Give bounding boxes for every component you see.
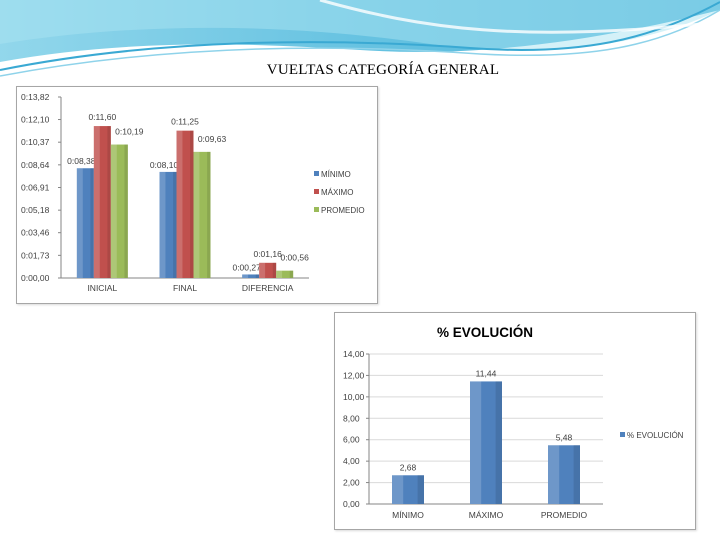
data-label: 5,48 <box>556 432 573 442</box>
y-tick-label: 8,00 <box>343 413 360 423</box>
bar-promedio <box>110 144 128 278</box>
chart-vueltas-svg: 0:00,00 0:01,73 0:03,46 0:05,18 0:06,91 0:08,… <box>21 92 365 293</box>
bar-máximo <box>176 130 194 278</box>
bar-promedio <box>193 151 211 278</box>
data-label: 0:09,63 <box>198 134 227 144</box>
bar-evolucion <box>548 445 580 504</box>
data-label: 0:08,38 <box>67 156 96 166</box>
legend-label: PROMEDIO <box>321 206 365 215</box>
x-tick-label: DIFERENCIA <box>242 283 294 293</box>
y-tick-label: 14,00 <box>343 349 365 359</box>
data-label: 0:08,10 <box>150 160 179 170</box>
data-label: 0:01,16 <box>253 249 282 259</box>
y-tick-label: 12,00 <box>343 370 365 380</box>
legend-swatch <box>620 432 625 437</box>
y-tick-label: 0:12,10 <box>21 115 50 125</box>
y-tick-label: 6,00 <box>343 435 360 445</box>
bar-máximo <box>259 262 277 278</box>
bar-mínimo <box>242 274 260 278</box>
chart-title: % EVOLUCIÓN <box>437 325 533 340</box>
x-tick-label: PROMEDIO <box>541 510 588 520</box>
x-tick-label: MÁXIMO <box>469 510 504 520</box>
y-tick-label: 0:01,73 <box>21 250 50 260</box>
data-label: 0:10,19 <box>115 127 144 137</box>
bar-evolucion <box>392 475 424 504</box>
y-tick-label: 10,00 <box>343 392 365 402</box>
y-tick-label: 0:10,37 <box>21 137 50 147</box>
data-label: 11,44 <box>476 368 497 378</box>
chart-vueltas: 0:00,00 0:01,73 0:03,46 0:05,18 0:06,91 0:08,… <box>16 86 378 304</box>
data-label: 2,68 <box>400 462 417 472</box>
y-tick-label: 0:08,64 <box>21 160 50 170</box>
y-tick-label: 0:06,91 <box>21 183 50 193</box>
x-tick-label: FINAL <box>173 283 197 293</box>
data-label: 0:11,60 <box>88 112 116 122</box>
legend-swatch <box>314 189 319 194</box>
y-tick-label: 0,00 <box>343 499 360 509</box>
y-tick-label: 0:05,18 <box>21 205 50 215</box>
legend-swatch <box>314 207 319 212</box>
data-label: 0:11,25 <box>171 117 199 127</box>
slide-title: VUELTAS CATEGORÍA GENERAL <box>266 62 500 78</box>
x-tick-label: MÍNIMO <box>392 510 424 520</box>
legend-label: MÁXIMO <box>321 188 353 197</box>
y-tick-label: 0:00,00 <box>21 273 50 283</box>
y-tick-label: 0:03,46 <box>21 228 50 238</box>
legend-swatch <box>314 171 319 176</box>
data-label: 0:00,27 <box>232 262 261 272</box>
bar-máximo <box>93 126 111 278</box>
bar-mínimo <box>159 171 177 278</box>
bar-mínimo <box>76 168 94 278</box>
header-wave-decoration <box>0 0 720 77</box>
y-tick-label: 2,00 <box>343 478 360 488</box>
chart-evolucion-svg: % EVOLUCIÓN 0,00 2,00 4,00 6,00 8,00 10,00 12,0… <box>343 325 684 520</box>
y-tick-label: 4,00 <box>343 456 360 466</box>
chart-evolucion: % EVOLUCIÓN 0,00 2,00 4,00 6,00 8,00 10,00 12,0… <box>334 312 696 530</box>
x-tick-label: INICIAL <box>87 283 117 293</box>
legend-label: MÍNIMO <box>321 170 351 179</box>
bar-promedio <box>276 270 294 278</box>
data-label: 0:00,56 <box>280 253 309 263</box>
bar-evolucion <box>470 381 502 504</box>
legend-label: % EVOLUCIÓN <box>627 431 684 440</box>
y-tick-label: 0:13,82 <box>21 92 50 102</box>
